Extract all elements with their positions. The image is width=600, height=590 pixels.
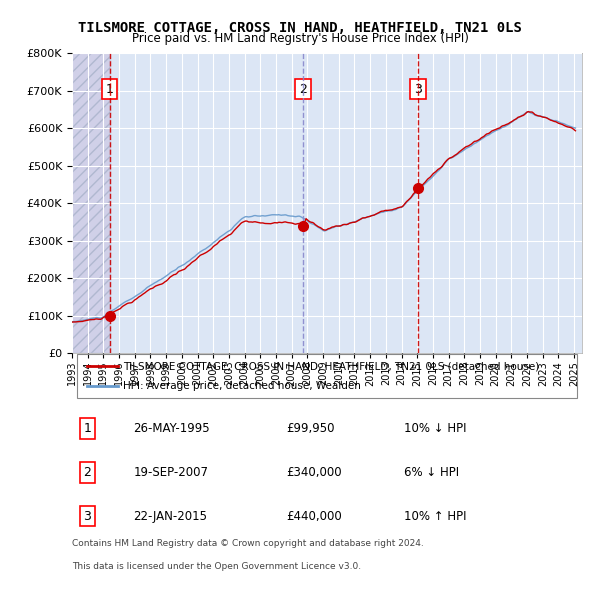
Text: TILSMORE COTTAGE, CROSS IN HAND, HEATHFIELD, TN21 0LS (detached house): TILSMORE COTTAGE, CROSS IN HAND, HEATHFI… <box>123 361 539 371</box>
Text: 2: 2 <box>83 466 91 479</box>
Text: 3: 3 <box>83 510 91 523</box>
Text: Contains HM Land Registry data © Crown copyright and database right 2024.: Contains HM Land Registry data © Crown c… <box>72 539 424 548</box>
Text: TILSMORE COTTAGE, CROSS IN HAND, HEATHFIELD, TN21 0LS: TILSMORE COTTAGE, CROSS IN HAND, HEATHFI… <box>78 21 522 35</box>
Text: 10% ↑ HPI: 10% ↑ HPI <box>404 510 466 523</box>
Text: 22-JAN-2015: 22-JAN-2015 <box>133 510 207 523</box>
Text: This data is licensed under the Open Government Licence v3.0.: This data is licensed under the Open Gov… <box>72 562 361 571</box>
Text: £340,000: £340,000 <box>286 466 342 479</box>
Text: 26-MAY-1995: 26-MAY-1995 <box>133 422 210 435</box>
Text: 1: 1 <box>83 422 91 435</box>
Bar <box>72 53 110 353</box>
Text: 3: 3 <box>414 83 422 96</box>
Text: 1: 1 <box>106 83 113 96</box>
Text: 2: 2 <box>299 83 307 96</box>
Text: 10% ↓ HPI: 10% ↓ HPI <box>404 422 466 435</box>
Text: £440,000: £440,000 <box>286 510 342 523</box>
Text: 19-SEP-2007: 19-SEP-2007 <box>133 466 208 479</box>
Text: Price paid vs. HM Land Registry's House Price Index (HPI): Price paid vs. HM Land Registry's House … <box>131 32 469 45</box>
Text: HPI: Average price, detached house, Wealden: HPI: Average price, detached house, Weal… <box>123 381 361 391</box>
Text: £99,950: £99,950 <box>286 422 335 435</box>
Text: 6% ↓ HPI: 6% ↓ HPI <box>404 466 458 479</box>
Bar <box>72 53 110 353</box>
